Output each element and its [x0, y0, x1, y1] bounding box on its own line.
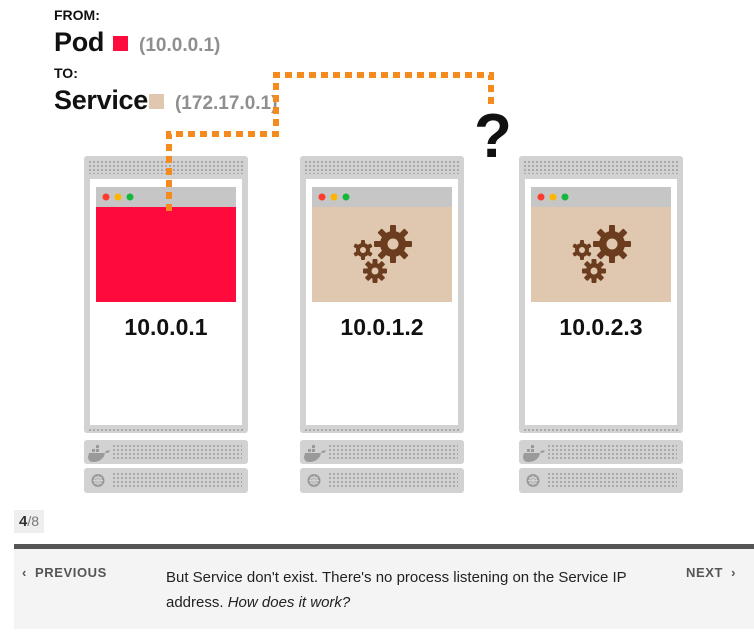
caption-emphasis: How does it work?	[227, 594, 351, 611]
from-label: FROM:	[54, 7, 100, 23]
to-title: Service	[54, 85, 148, 115]
pod-screen	[96, 207, 236, 302]
total-slides: /8	[27, 513, 40, 529]
node-ip-label: 10.0.1.2	[340, 314, 424, 340]
node-ip-label: 10.0.0.1	[124, 314, 208, 340]
chevron-left-icon: ‹	[22, 565, 27, 580]
slide-counter: 4/8	[14, 510, 45, 533]
previous-button[interactable]: ‹ PREVIOUS	[22, 565, 107, 580]
question-mark-icon: ?	[474, 102, 512, 171]
to-label: TO:	[54, 65, 78, 81]
footer-nav: ‹ PREVIOUS But Service don't exist. There…	[14, 549, 754, 629]
node-ip-label: 10.0.2.3	[559, 314, 643, 340]
server-node-2	[300, 156, 464, 493]
to-row: Service (172.17.0.1)	[54, 85, 277, 116]
previous-label: PREVIOUS	[34, 565, 107, 580]
from-row: Pod (10.0.0.1)	[54, 27, 220, 58]
server-node-1	[84, 156, 248, 493]
to-ip: (172.17.0.1)	[174, 93, 278, 114]
network-diagram	[0, 72, 754, 540]
next-label: NEXT	[686, 565, 724, 580]
next-button[interactable]: NEXT ›	[686, 565, 736, 580]
slide-caption: But Service don't exist. There's no proc…	[166, 565, 646, 615]
footer-divider	[14, 544, 754, 549]
current-slide: 4	[19, 513, 28, 530]
from-title: Pod	[54, 27, 105, 57]
caption-text: But Service don't exist. There's no proc…	[166, 569, 627, 611]
service-color-swatch	[148, 94, 164, 109]
chevron-right-icon: ›	[731, 565, 737, 580]
server-node-3	[519, 156, 683, 493]
from-ip: (10.0.0.1)	[139, 35, 221, 56]
pod-color-swatch	[112, 36, 128, 51]
request-path-line	[166, 72, 494, 211]
